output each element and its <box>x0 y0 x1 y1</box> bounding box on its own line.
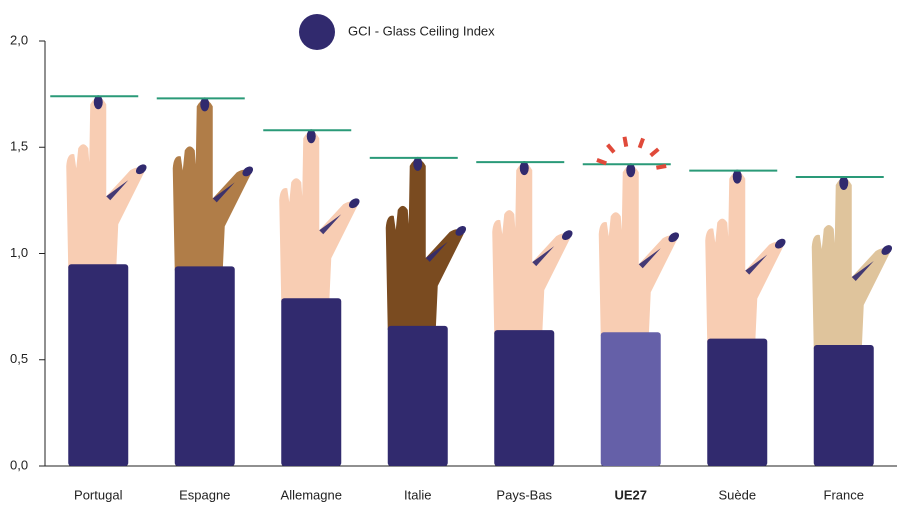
hand-bar <box>263 129 360 466</box>
nail <box>774 238 786 249</box>
x-tick-label: Portugal <box>74 487 123 502</box>
x-tick-label: Italie <box>404 487 431 502</box>
highlight-dash <box>606 143 616 154</box>
sleeve <box>281 298 342 466</box>
x-tick-label: Pays-Bas <box>496 487 552 502</box>
hand <box>66 97 145 269</box>
nail <box>561 230 573 241</box>
x-tick-label: UE27 <box>614 487 647 502</box>
y-tick-label: 2,0 <box>10 32 28 47</box>
legend-label: GCI - Glass Ceiling Index <box>348 23 495 38</box>
hand-bar <box>476 161 573 466</box>
hand <box>811 178 890 349</box>
finger-shadow <box>532 246 555 267</box>
highlight-dash <box>622 136 629 147</box>
hand <box>705 171 784 343</box>
hand <box>598 165 677 337</box>
y-tick-label: 0,0 <box>10 457 28 472</box>
finger-shadow <box>425 241 448 262</box>
nail <box>413 156 423 171</box>
sleeve <box>68 264 129 466</box>
x-tick-label: Allemagne <box>281 487 342 502</box>
hand <box>385 158 464 330</box>
hand <box>172 99 251 271</box>
finger-shadow <box>106 180 129 201</box>
hand-bar <box>689 169 786 466</box>
x-tick-label: France <box>824 487 864 502</box>
finger-shadow <box>745 254 768 275</box>
nail <box>455 225 467 236</box>
nail <box>519 161 529 176</box>
nail <box>200 97 210 112</box>
x-tick-label: Espagne <box>179 487 230 502</box>
finger-shadow <box>212 182 235 203</box>
nail <box>626 163 636 178</box>
nail <box>306 129 316 144</box>
sleeve <box>174 266 235 466</box>
hand-bar <box>795 176 893 466</box>
highlight-dash <box>649 147 660 158</box>
legend-swatch <box>299 14 335 50</box>
finger-shadow <box>319 214 342 235</box>
nail <box>242 166 254 177</box>
highlight-dash <box>637 137 645 149</box>
hand-bar <box>582 136 680 466</box>
hand-bar <box>369 156 467 466</box>
finger-shadow <box>851 261 874 281</box>
hand <box>279 131 358 303</box>
sleeve <box>813 345 874 466</box>
hand-bar <box>156 97 254 466</box>
nail <box>135 164 147 175</box>
nail <box>881 245 893 255</box>
x-tick-label: Suède <box>718 487 756 502</box>
nail <box>93 95 103 110</box>
highlight-dash <box>656 164 667 170</box>
highlight-dash <box>596 158 608 166</box>
nail <box>839 176 849 190</box>
nail <box>348 198 360 209</box>
sleeve <box>494 330 555 466</box>
finger-shadow <box>638 248 661 269</box>
y-tick-label: 0,5 <box>10 351 28 366</box>
nail <box>668 232 680 243</box>
hand <box>492 163 571 335</box>
nail <box>732 169 742 184</box>
y-tick-label: 1,0 <box>10 245 28 260</box>
y-tick-label: 1,5 <box>10 139 28 154</box>
sleeve <box>600 332 661 466</box>
sleeve <box>387 325 448 466</box>
hand-bar <box>50 95 147 466</box>
sleeve <box>707 338 768 466</box>
